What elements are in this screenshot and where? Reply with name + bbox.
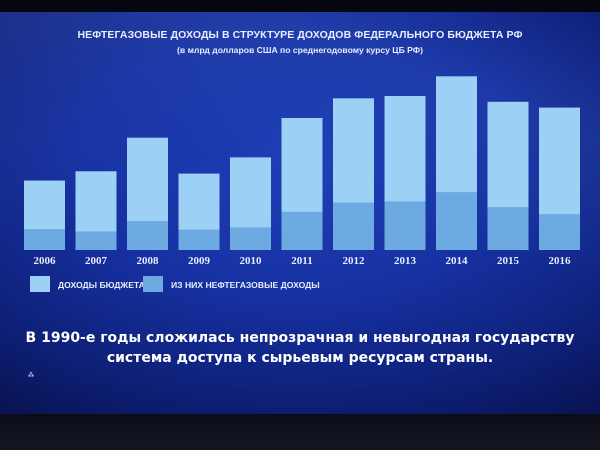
caption-line-2: система доступа к сырьевым ресурсам стра… [106,350,494,366]
slide-caption: В 1990-е годы сложилась непрозрачная и н… [0,328,600,368]
x-tick-label: 2009 [188,255,211,267]
legend-label-budget: ДОХОДЫ БЮДЖЕТА [58,280,145,290]
x-tick-label: 2007 [85,255,108,267]
bar-oil-gas-2016 [539,214,580,250]
x-tick-label: 2006 [34,255,57,267]
bar-oil-gas-2014 [436,192,477,250]
bar-oil-gas-2006 [24,229,65,250]
x-tick-label: 2013 [394,255,417,267]
chart-subtitle: (в млрд долларов США по среднегодовому к… [177,45,423,55]
legend-swatch-oil-gas [143,276,163,292]
x-tick-label: 2016 [549,255,572,267]
bar-oil-gas-2009 [178,229,220,250]
bar-oil-gas-2010 [230,227,271,250]
x-tick-label: 2012 [343,255,366,267]
bar-oil-gas-2007 [75,231,117,250]
legend-label-oil-gas: ИЗ НИХ НЕФТЕГАЗОВЫЕ ДОХОДЫ [171,280,320,290]
caption-line-1: В 1990-е годы сложилась непрозрачная и н… [25,330,575,346]
bar-oil-gas-2008 [127,221,168,250]
legend-swatch-budget [30,276,50,292]
sparkle-mark: ⁂ [28,373,34,379]
bar-oil-gas-2015 [487,207,529,250]
monitor-bezel [0,414,600,450]
x-tick-label: 2011 [291,255,312,267]
x-tick-label: 2008 [137,255,160,267]
bar-chart: 2006 2007 2008 2009 2010 2011 2012 2013 2014 2015… [24,76,580,267]
x-tick-label: 2014 [446,255,469,267]
bar-oil-gas-2012 [333,202,374,250]
x-tick-label: 2015 [497,255,520,267]
bar-oil-gas-2013 [384,201,426,250]
x-tick-label: 2010 [240,255,263,267]
bar-oil-gas-2011 [281,211,323,250]
chart-title: НЕФТЕГАЗОВЫЕ ДОХОДЫ В СТРУКТУРЕ ДОХОДОВ … [77,29,523,41]
